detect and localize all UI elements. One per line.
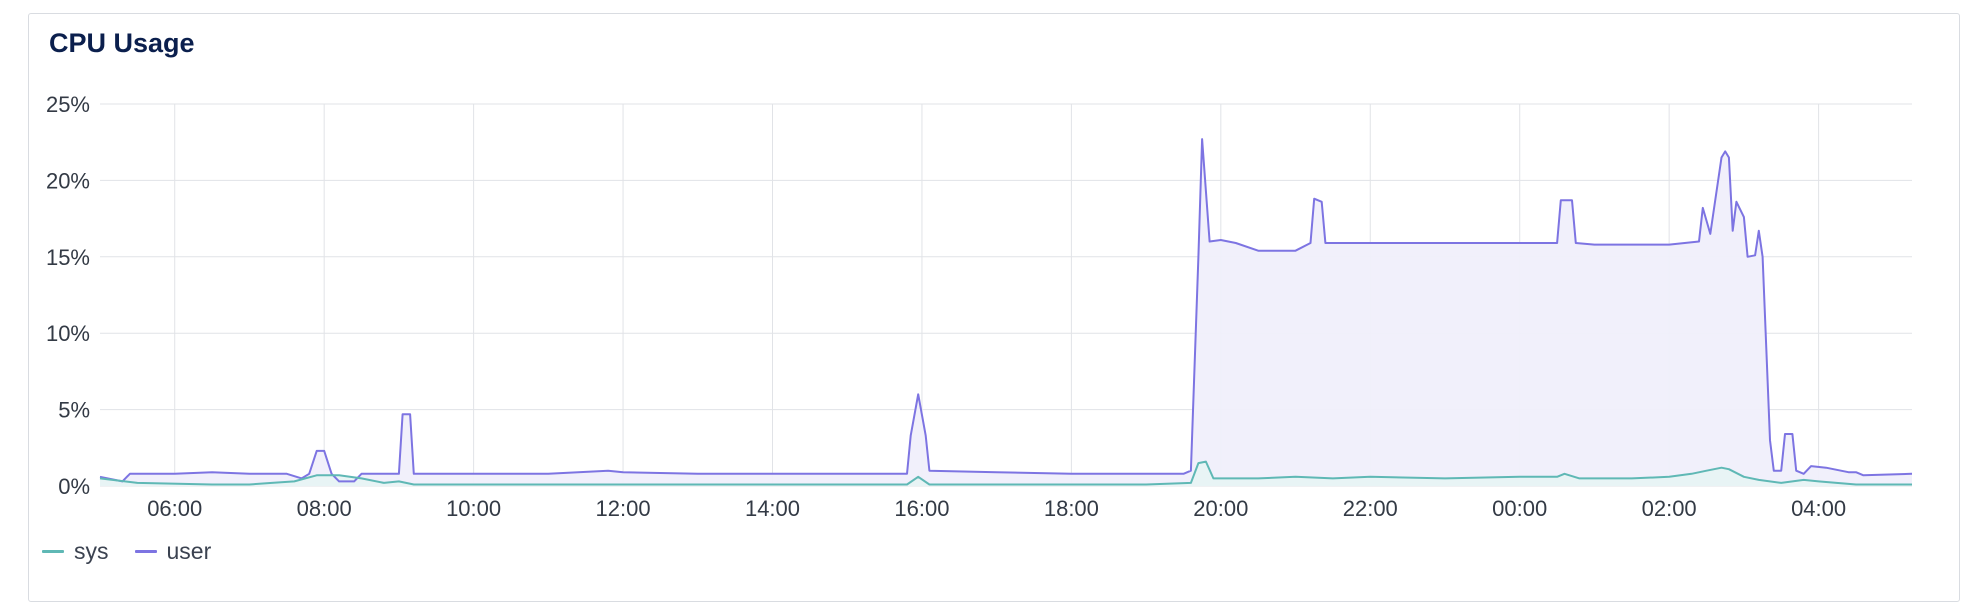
legend-swatch-sys xyxy=(42,550,64,553)
legend-label-sys: sys xyxy=(74,538,109,564)
y-tick-label-2: 10% xyxy=(46,321,90,346)
x-tick-label-9: 00:00 xyxy=(1492,496,1547,521)
y-tick-label-3: 15% xyxy=(46,245,90,270)
x-tick-label-3: 12:00 xyxy=(596,496,651,521)
tick-label-layer: 0% 5% 10% 15% 20% 25% 06:00 08:00 10:00 12:00 14:0… xyxy=(46,92,1846,521)
legend-label-user: user xyxy=(166,538,212,564)
series-area-sys xyxy=(100,461,1912,486)
x-tick-label-6: 18:00 xyxy=(1044,496,1099,521)
x-tick-label-5: 16:00 xyxy=(894,496,949,521)
y-tick-label-4: 20% xyxy=(46,168,90,193)
y-tick-label-0: 0% xyxy=(58,474,90,499)
x-tick-label-4: 14:00 xyxy=(745,496,800,521)
x-tick-label-2: 10:00 xyxy=(446,496,501,521)
series-line-sys[interactable] xyxy=(99,460,1912,486)
y-tick-label-5: 25% xyxy=(46,92,90,117)
legend-swatch-user xyxy=(134,550,157,553)
series-area-user xyxy=(100,139,1912,486)
line-layer xyxy=(99,138,1913,486)
x-tick-label-11: 04:00 xyxy=(1791,496,1846,521)
legend: sys user xyxy=(42,538,211,565)
x-tick-label-8: 22:00 xyxy=(1343,496,1398,521)
x-tick-label-10: 02:00 xyxy=(1642,496,1697,521)
x-tick-label-7: 20:00 xyxy=(1193,496,1248,521)
legend-item-user[interactable]: user xyxy=(134,538,212,565)
x-tick-label-0: 06:00 xyxy=(147,496,202,521)
panel-title: CPU Usage xyxy=(49,28,195,58)
x-tick-label-1: 08:00 xyxy=(297,496,352,521)
y-tick-label-1: 5% xyxy=(58,398,90,423)
legend-item-sys[interactable]: sys xyxy=(42,538,109,565)
area-layer xyxy=(100,139,1912,486)
